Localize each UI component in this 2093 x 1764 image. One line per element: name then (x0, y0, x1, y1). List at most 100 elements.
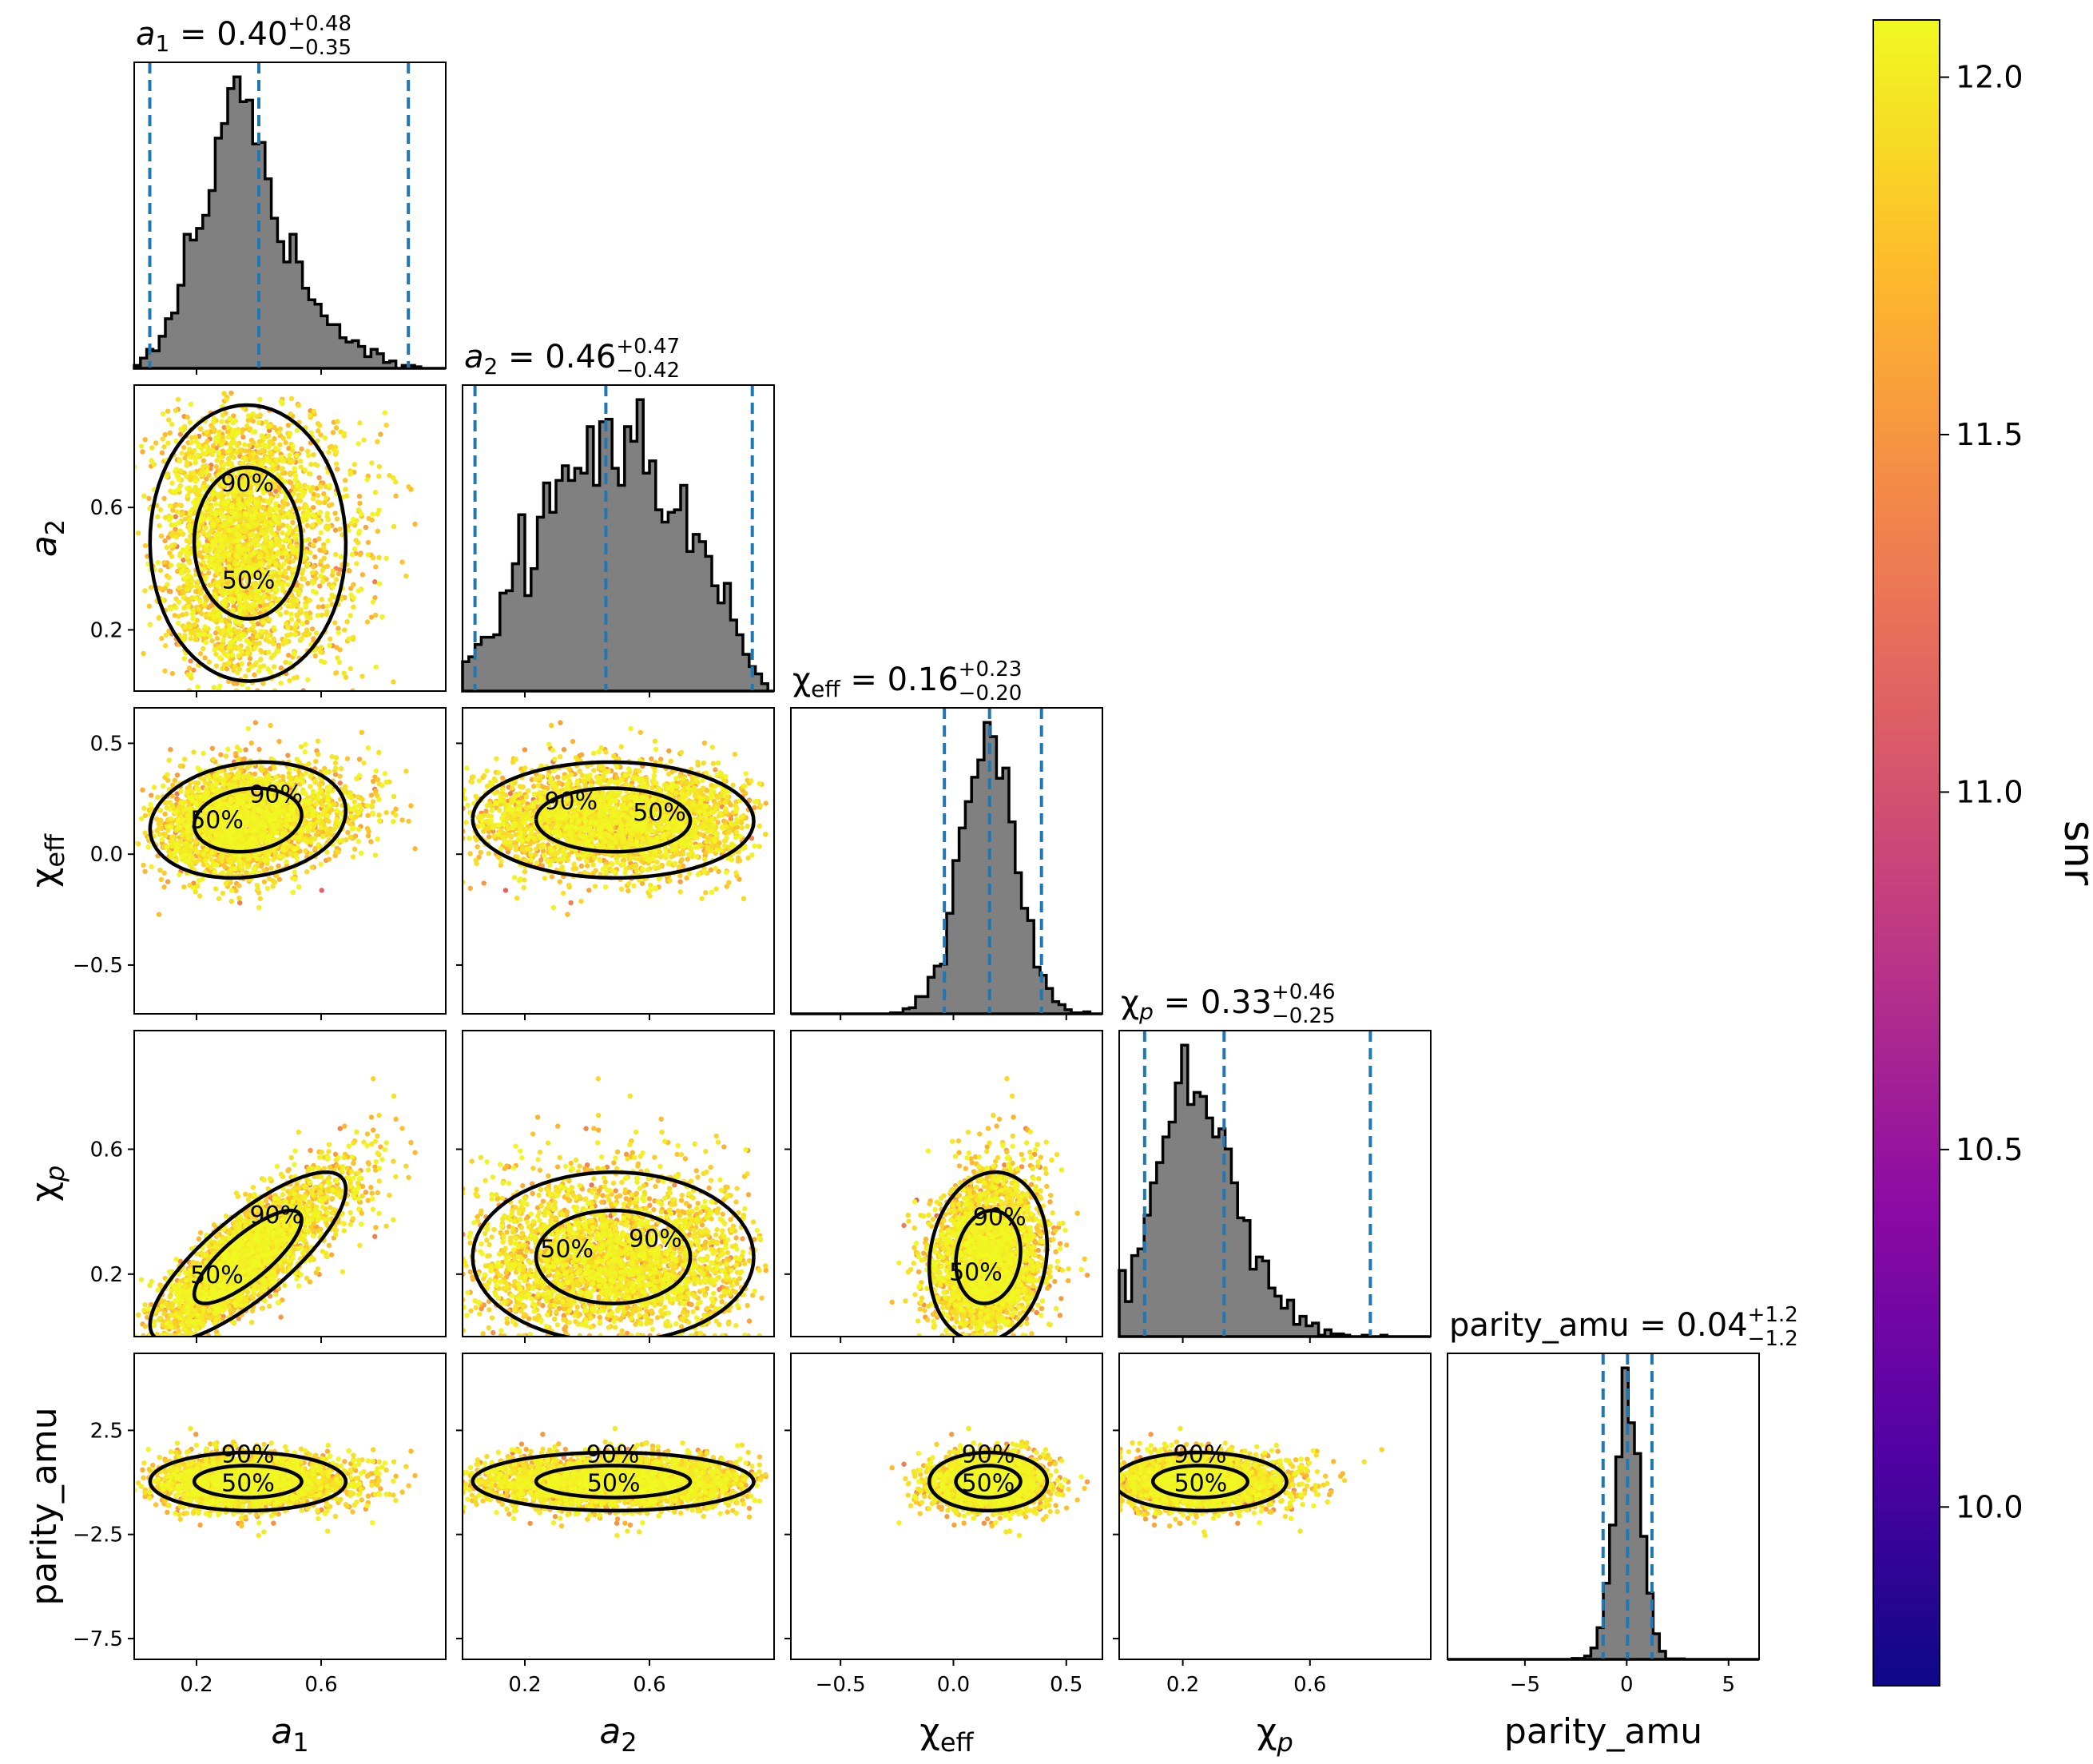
sample-point (268, 526, 274, 532)
sample-point (277, 570, 283, 576)
sample-point (363, 524, 369, 530)
sample-point (261, 879, 268, 884)
sample-point (282, 479, 288, 484)
sample-point (292, 472, 298, 479)
sample-point (188, 401, 194, 407)
sample-point (188, 672, 194, 677)
marginal-title-minus-a_2: −0.42 (616, 359, 680, 383)
sample-point (188, 630, 194, 637)
sample-point (251, 451, 256, 456)
sample-point (341, 431, 347, 436)
sample-point (235, 487, 241, 493)
sample-point (241, 534, 247, 540)
sample-point (244, 650, 251, 657)
sample-point (272, 880, 278, 885)
sample-point (194, 583, 200, 589)
sample-point (241, 546, 247, 551)
sample-point (375, 528, 381, 534)
sample-point (232, 511, 238, 517)
sample-point (278, 680, 284, 686)
sample-point (169, 793, 175, 799)
sample-point (257, 511, 264, 517)
sample-point (317, 583, 323, 589)
sample-point (242, 455, 248, 461)
sample-point (195, 684, 201, 689)
sample-point (200, 776, 205, 782)
sample-point (307, 610, 313, 616)
sample-point (185, 486, 190, 491)
sample-point (215, 583, 220, 589)
sample-point (412, 846, 418, 852)
sample-point (254, 443, 260, 450)
sample-point (173, 526, 178, 532)
sample-point (217, 532, 223, 538)
sample-point (373, 664, 379, 670)
sample-point (354, 561, 359, 566)
sample-point (306, 537, 312, 542)
sample-point (237, 501, 243, 507)
sample-point (253, 572, 259, 578)
sample-point (340, 532, 345, 538)
sample-point (210, 443, 216, 449)
sample-point (318, 558, 324, 564)
sample-point (286, 530, 292, 536)
sample-point (220, 462, 227, 468)
sample-point (303, 549, 309, 554)
sample-point (212, 647, 217, 653)
sample-point (234, 554, 240, 560)
sample-point (245, 413, 252, 419)
sample-point (273, 501, 279, 507)
sample-point (333, 669, 340, 676)
sample-point (244, 584, 250, 590)
sample-point (166, 517, 173, 523)
sample-point (243, 558, 249, 564)
sample-point (259, 765, 264, 770)
sample-point (275, 649, 281, 654)
sample-point (268, 766, 273, 772)
sample-point (344, 493, 350, 499)
sample-point (220, 557, 226, 562)
sample-point (192, 447, 197, 454)
sample-point (201, 463, 206, 469)
sample-point (364, 825, 371, 832)
sample-point (149, 445, 155, 451)
histogram-a_2 (461, 398, 774, 693)
sample-point (228, 582, 235, 588)
sample-point (301, 576, 308, 582)
sample-point (337, 773, 343, 779)
sample-point (212, 553, 219, 559)
sample-point (244, 638, 249, 644)
sample-point (226, 552, 232, 558)
sample-point (310, 828, 316, 833)
sample-point (372, 579, 378, 585)
sample-point (310, 496, 316, 502)
sample-point (142, 830, 148, 836)
sample-point (255, 621, 261, 627)
sample-point (268, 549, 275, 555)
sample-point (318, 432, 324, 438)
sample-point (214, 570, 220, 576)
sample-point (195, 452, 201, 458)
sample-point (287, 452, 292, 459)
sample-point (376, 554, 382, 561)
sample-point (227, 643, 232, 650)
sample-point (223, 619, 228, 625)
sample-point (205, 463, 210, 470)
sample-point (142, 542, 149, 549)
sample-point (170, 507, 176, 513)
sample-point (357, 500, 363, 507)
sample-point (252, 771, 258, 777)
sample-point (219, 442, 224, 447)
sample-point (287, 479, 292, 485)
panel-frame-a_1-a_2 (133, 384, 447, 692)
sample-point (247, 641, 252, 647)
sample-point (187, 534, 193, 539)
sample-point (175, 620, 181, 626)
sample-point (272, 436, 277, 442)
sample-point (186, 665, 193, 671)
sample-point (276, 863, 281, 869)
sample-point (156, 912, 162, 917)
sample-point (252, 645, 259, 650)
sample-point (308, 412, 313, 418)
sample-point (282, 570, 288, 575)
